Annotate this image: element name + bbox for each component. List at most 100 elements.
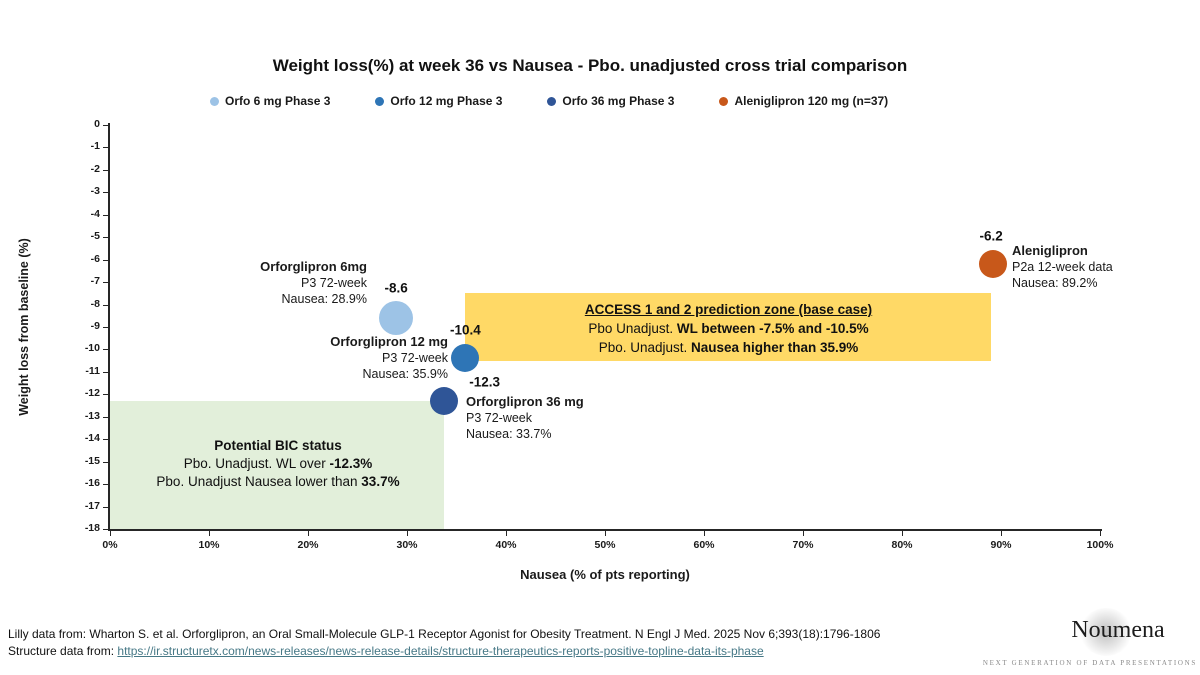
y-tick-mark [103,394,108,396]
x-tick-mark [1100,531,1101,536]
source-structure: Structure data from: https://ir.structur… [8,643,880,660]
annotation-line: Nausea: 35.9% [362,367,448,381]
zone-text-normal: Pbo. Unadjust Nausea lower than [156,474,362,489]
x-tick-mark [605,531,606,536]
y-tick-label: -2 [90,162,100,175]
data-point-aleniglipron [979,250,1008,279]
y-tick-mark [103,125,108,126]
y-tick-label: -18 [84,522,100,534]
zone-text-bold: 33.7% [361,474,400,489]
access-prediction-zone [465,293,992,361]
zone-text-normal: Pbo. Unadjust. WL over [183,456,330,471]
y-tick-mark [103,327,108,328]
noumena-logo-sphere [1080,608,1132,656]
y-tick-mark [103,192,108,194]
y-tick-mark [103,282,108,284]
source-structure-prefix: Structure data from: [8,644,118,658]
y-tick-mark [103,259,108,261]
zone-text-bold: Nausea higher than 35.9% [691,340,859,355]
chart-legend: Orfo 6 mg Phase 3 Orfo 12 mg Phase 3 Orfo … [210,94,888,108]
x-tick-mark [407,531,408,536]
legend-label: Aleniglipron 120 mg (n=37) [734,94,889,108]
y-tick-label: -15 [84,454,100,467]
y-tick-mark [103,349,108,351]
annotation-orfo-12mg: Orforglipron 12 mg P3 72-week Nausea: 35… [284,334,448,382]
annotation-line: P3 72-week [466,411,533,425]
y-tick-label: -3 [90,185,100,198]
zone-text-bold: -12.3% [329,456,373,471]
prediction-zone-line: Pbo. Unadjust. Nausea higher than 35.9% [467,338,990,357]
bic-zone-title: Potential BIC status [214,438,342,453]
x-tick-mark [1001,531,1002,536]
y-tick-label: -14 [84,432,100,445]
noumena-logo-text: Noumena [1071,617,1165,643]
zone-text-normal: Pbo. Unadjust. [598,340,691,355]
annotation-line: P3 72-week [300,276,367,290]
y-tick-mark [103,237,108,239]
structure-data-link[interactable]: https://ir.structuretx.com/news-releases… [117,644,764,658]
x-tick-mark [308,531,309,536]
annotation-line: P3 72-week [381,351,448,365]
chart-title: Weight loss(%) at week 36 vs Nausea - Pb… [272,56,908,75]
x-tick-label: 40% [495,539,517,551]
data-point-value-label-aleniglipron: -6.2 [979,228,1003,244]
y-tick-label: -10 [84,342,100,355]
x-tick-label: 20% [297,539,319,551]
annotation-title: Orforglipron 6mg [260,259,367,274]
x-tick-label: 30% [396,539,418,551]
y-tick-mark [103,484,108,486]
data-point-orfo-12mg [451,344,480,373]
x-tick-label: 90% [990,539,1012,551]
legend-label: Orfo 12 mg Phase 3 [390,94,503,108]
legend-dot-icon [719,96,729,106]
legend-dot-icon [547,96,557,106]
annotation-aleniglipron: Aleniglipron P2a 12-week data Nausea: 89… [1012,243,1187,291]
annotation-title: Orforglipron 36 mg [466,394,584,409]
annotation-line: P2a 12-week data [1012,260,1113,274]
prediction-zone-text: ACCESS 1 and 2 prediction zone (base cas… [467,300,990,357]
y-tick-mark [103,529,108,530]
x-tick-mark [506,531,507,536]
x-tick-mark [704,531,705,536]
x-tick-label: 80% [891,539,913,551]
y-axis [108,123,110,531]
y-tick-label: -17 [84,499,100,512]
y-tick-mark [103,506,108,508]
y-tick-label: -7 [90,275,100,288]
y-tick-mark [103,169,108,171]
annotation-orfo-6mg: Orforglipron 6mg P3 72-week Nausea: 28.9… [203,259,367,307]
y-tick-label: -13 [84,409,100,422]
x-tick-label: 50% [594,539,616,551]
legend-item-3: Aleniglipron 120 mg (n=37) [719,94,888,108]
y-tick-mark [103,371,108,373]
potential-bic-zone [110,401,444,529]
y-axis-title: Weight loss from baseline (%) [17,238,31,416]
data-point-value-label-orfo-6mg: -8.6 [384,280,408,296]
y-tick-label: -4 [90,207,100,220]
x-tick-label: 10% [198,539,220,551]
y-tick-mark [103,304,108,306]
legend-dot-icon [375,96,385,106]
data-point-orfo-6mg [379,301,414,336]
legend-item-2: Orfo 36 mg Phase 3 [547,94,674,108]
annotation-line: Nausea: 28.9% [281,292,367,306]
prediction-zone-line: Pbo Unadjust. WL between -7.5% and -10.5… [467,319,990,338]
y-tick-label: -11 [85,364,100,377]
x-axis [108,529,1102,531]
data-point-value-label-orfo-12mg: -10.4 [450,322,481,338]
zone-text-bold: WL between -7.5% and -10.5% [676,321,869,336]
y-tick-label: -5 [90,230,100,243]
data-point-orfo-36mg [429,387,458,416]
footer: Lilly data from: Wharton S. et al. Orfor… [8,626,880,660]
x-tick-label: 70% [792,539,814,551]
zone-text-normal: Pbo Unadjust. [588,321,677,336]
source-lilly: Lilly data from: Wharton S. et al. Orfor… [8,627,881,641]
y-tick-label: -9 [90,320,100,332]
y-tick-label: -1 [90,140,100,153]
bic-zone-text: Potential BIC status Pbo. Unadjust. WL o… [112,437,444,491]
y-tick-label: -16 [84,477,100,490]
x-tick-mark [110,531,111,536]
bic-zone-line: Pbo. Unadjust. WL over -12.3% [112,455,444,473]
y-tick-mark [103,214,108,216]
